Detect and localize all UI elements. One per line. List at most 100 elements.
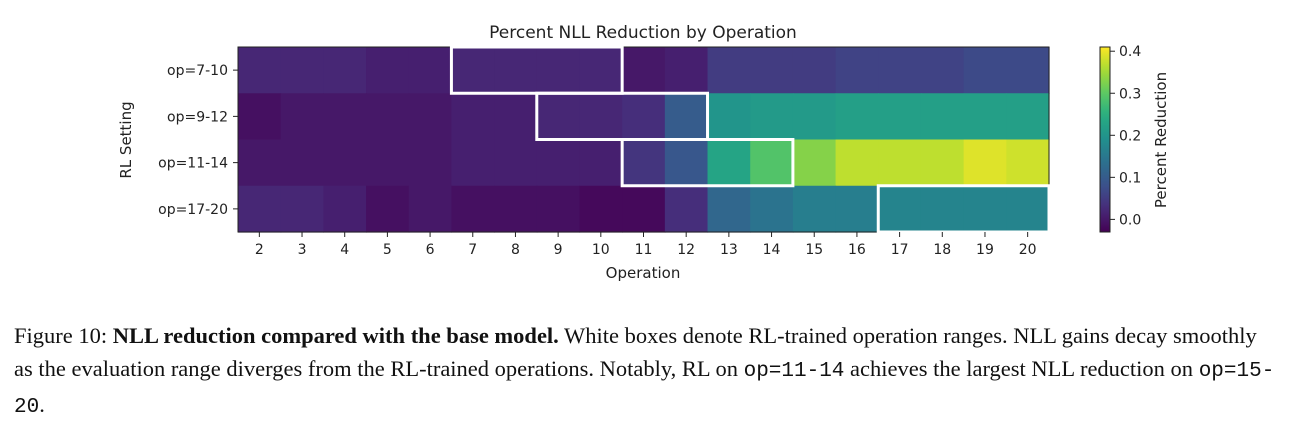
heatmap-cell <box>366 93 410 141</box>
heatmap-cell <box>835 93 879 141</box>
chart-title: Percent NLL Reduction by Operation <box>489 23 797 43</box>
heatmap-cell <box>707 93 751 141</box>
heatmap-cell <box>494 93 538 141</box>
heatmap-cell <box>366 47 410 94</box>
heatmap-cell <box>920 139 965 187</box>
heatmap-cell <box>792 93 837 141</box>
heatmap-cell <box>579 139 623 187</box>
heatmap-cell <box>750 139 794 187</box>
heatmap-cell <box>920 93 965 141</box>
heatmap-cell <box>1006 185 1050 233</box>
heatmap-cell <box>963 93 1007 141</box>
heatmap-cell <box>494 139 538 187</box>
heatmap-cell <box>451 93 495 141</box>
x-axis-label: Operation <box>606 264 681 282</box>
heatmap-cell <box>494 185 538 233</box>
y-axis-ticks: op=7-10 op=9-12 op=11-14 op=17-20 <box>158 63 238 218</box>
heatmap-cells <box>237 46 1050 233</box>
heatmap-cell <box>664 185 709 233</box>
x-tick-label: 11 <box>635 242 653 258</box>
x-tick-label: 15 <box>805 242 823 258</box>
heatmap-cell <box>536 93 581 141</box>
heatmap-cell <box>920 47 965 94</box>
colorbar-tick-label: 0.0 <box>1119 212 1141 228</box>
heatmap-cell <box>579 93 623 141</box>
x-tick-label: 2 <box>255 242 264 258</box>
heatmap-cell <box>835 47 879 94</box>
x-tick-label: 8 <box>511 242 520 258</box>
colorbar-tick-label: 0.1 <box>1119 170 1141 186</box>
colorbar: 0.0 0.1 0.2 0.3 0.4 <box>1099 44 1141 233</box>
heatmap-cell <box>792 47 837 94</box>
heatmap-cell <box>366 185 410 233</box>
caption-figure-label: Figure 10: <box>14 323 113 348</box>
heatmap-cell <box>664 93 709 141</box>
colorbar-gradient <box>1099 46 1111 233</box>
heatmap-cell <box>622 139 666 187</box>
heatmap-cell <box>579 47 623 94</box>
heatmap-cell <box>1006 47 1050 94</box>
heatmap-cell <box>622 185 666 233</box>
heatmap-cell <box>835 139 879 187</box>
heatmap-cell <box>835 185 879 233</box>
heatmap-cell <box>622 47 666 94</box>
heatmap-cell <box>280 47 324 94</box>
heatmap-cell <box>280 185 324 233</box>
x-tick-label: 13 <box>720 242 738 258</box>
figure-caption: Figure 10: NLL reduction compared with t… <box>14 319 1276 424</box>
x-tick-label: 17 <box>891 242 909 258</box>
heatmap-cell <box>622 93 666 141</box>
caption-code-2: op=15-20 <box>14 360 1275 419</box>
heatmap-cell <box>792 139 837 187</box>
heatmap-cell <box>280 139 324 187</box>
heatmap-cell <box>878 139 922 187</box>
heatmap-cell <box>238 93 282 141</box>
heatmap-cell <box>750 185 794 233</box>
heatmap-cell <box>750 93 794 141</box>
heatmap-figure: Percent NLL Reduction by Operation 2 3 4 5 6… <box>117 23 1170 282</box>
y-axis-label: RL Setting <box>117 101 135 178</box>
heatmap-cell <box>792 185 837 233</box>
heatmap-cell <box>323 47 367 94</box>
x-tick-label: 5 <box>383 242 392 258</box>
x-tick-label: 16 <box>848 242 866 258</box>
heatmap-cell <box>707 139 751 187</box>
y-tick-label: op=17-20 <box>158 202 228 218</box>
heatmap-cell <box>238 185 282 233</box>
x-tick-label: 7 <box>468 242 477 258</box>
heatmap-cell <box>963 139 1007 187</box>
heatmap-cell <box>750 47 794 94</box>
heatmap-cell <box>707 47 751 94</box>
heatmap-cell <box>920 185 965 233</box>
heatmap-cell <box>451 185 495 233</box>
y-tick-label: op=9-12 <box>167 109 228 125</box>
heatmap-cell <box>536 139 581 187</box>
heatmap-cell <box>323 139 367 187</box>
x-tick-label: 20 <box>1019 242 1037 258</box>
heatmap-cell <box>536 47 581 94</box>
x-tick-label: 19 <box>976 242 994 258</box>
heatmap-cell <box>536 185 581 233</box>
heatmap-cell <box>664 47 709 94</box>
x-tick-label: 18 <box>933 242 951 258</box>
caption-bold-lead: NLL reduction compared with the base mod… <box>112 323 559 348</box>
y-tick-label: op=7-10 <box>167 63 228 79</box>
heatmap-cell <box>494 47 538 94</box>
colorbar-tick-label: 0.4 <box>1119 44 1141 60</box>
heatmap-cell <box>963 185 1007 233</box>
heatmap-cell <box>408 139 453 187</box>
heatmap-cell <box>238 139 282 187</box>
heatmap-cell <box>408 47 453 94</box>
heatmap-cell <box>1006 93 1050 141</box>
x-tick-label: 10 <box>592 242 610 258</box>
heatmap-cell <box>323 93 367 141</box>
heatmap-cell <box>323 185 367 233</box>
heatmap-cell <box>451 139 495 187</box>
trained-range-box <box>876 184 1051 234</box>
x-tick-label: 14 <box>763 242 781 258</box>
heatmap-cell <box>878 47 922 94</box>
heatmap-cell <box>408 185 453 233</box>
heatmap-cell <box>707 185 751 233</box>
heatmap-cell <box>963 47 1007 94</box>
y-tick-label: op=11-14 <box>158 156 228 172</box>
